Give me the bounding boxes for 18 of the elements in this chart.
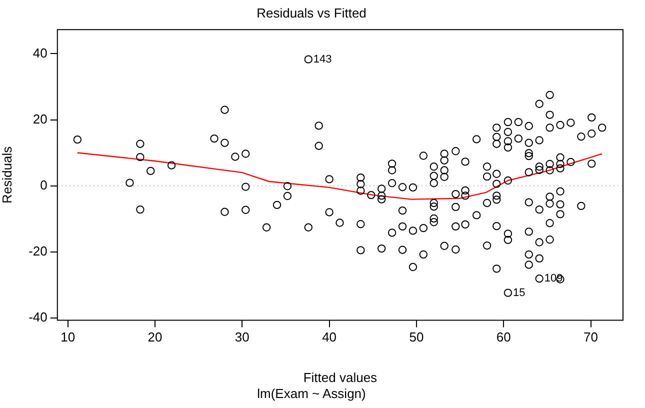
x-tick-label: 60 — [496, 330, 511, 345]
chart-title: Residuals vs Fitted — [256, 5, 366, 20]
x-tick-label: 30 — [234, 330, 250, 345]
x-tick-label: 50 — [409, 330, 424, 345]
y-axis-title: Residuals — [0, 146, 14, 204]
y-tick-label: -40 — [28, 309, 48, 324]
y-tick-label: 20 — [32, 111, 48, 126]
y-tick-label: 0 — [40, 177, 48, 192]
x-tick-label: 70 — [584, 330, 598, 345]
annotation: 15 — [512, 286, 526, 299]
x-tick-label: 10 — [60, 330, 76, 345]
x-tick-label: 40 — [322, 330, 337, 345]
x-axis-title: Fitted values — [303, 370, 378, 386]
x-tick-label: 20 — [148, 330, 162, 345]
y-tick-label: -20 — [28, 243, 48, 258]
text: lm(Exam ~ Assign) — [257, 386, 366, 401]
annotation: 143 — [313, 53, 332, 66]
y-tick-label: 40 — [32, 45, 48, 60]
